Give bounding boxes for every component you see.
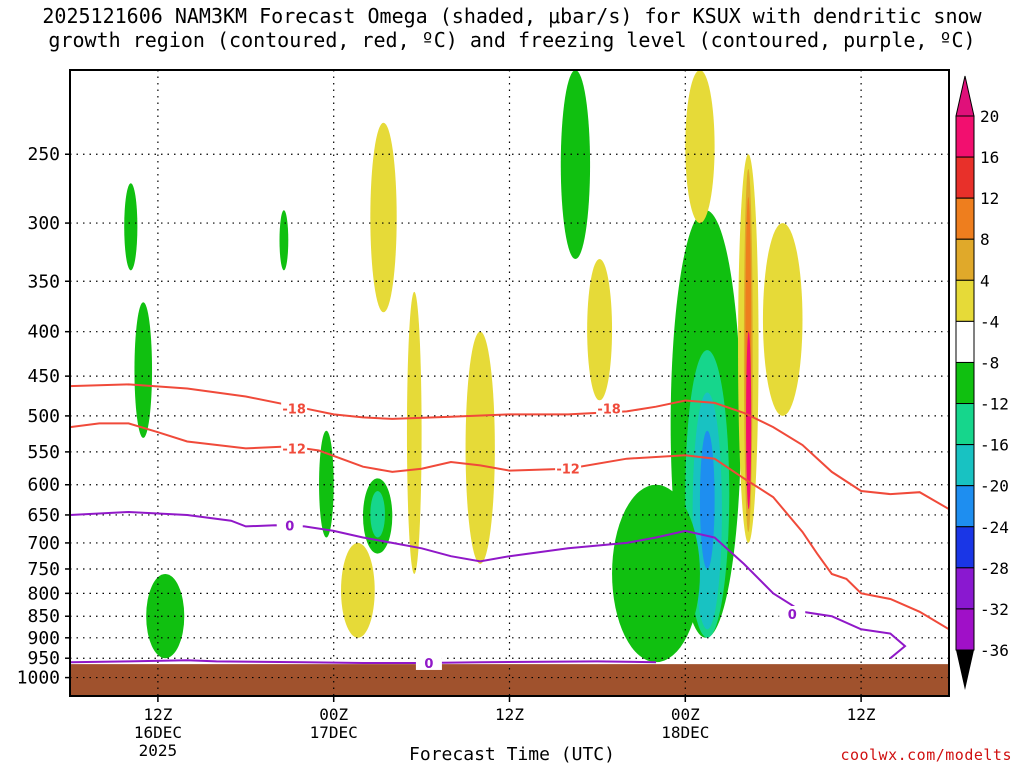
y-axis: 2503003504004505005506006507007508008509… [17,144,70,689]
contour-label-bg-6 [779,606,806,622]
contour-label-bg-5 [415,654,442,670]
contour-label-1: -18 [597,402,621,417]
colorbar-label-9: -20 [980,477,1009,496]
contour-label-bg-1 [596,400,623,416]
colorbar-swatch-10 [955,526,975,569]
y-tick-label-650: 650 [27,505,60,526]
colorbar-swatch-7 [955,403,975,446]
omega-shade-5 [370,490,385,538]
colorbar-swatch-11 [955,567,975,610]
omega-shade-18 [465,331,495,564]
colorbar-top-arrow [955,75,975,117]
y-tick-label-750: 750 [27,559,60,580]
contour-label-2: -12 [282,442,306,457]
contour-label-bg-2 [281,440,308,456]
colorbar-label-1: 16 [980,148,999,167]
y-tick-label-300: 300 [27,213,60,234]
colorbar-label-8: -16 [980,436,1009,455]
colorbar-swatch-5 [955,320,975,363]
colorbar-swatch-4 [955,279,975,322]
y-tick-label-400: 400 [27,322,60,343]
x-tick-label-42-1: 18DEC [661,723,709,742]
colorbar-label-4: 4 [980,271,990,290]
y-tick-label-700: 700 [27,533,60,554]
colorbar-swatch-6 [955,361,975,405]
colorbar-swatch-2 [955,197,975,240]
y-tick-label-500: 500 [27,406,60,427]
colorbar-label-5: -4 [980,312,999,331]
colorbar-swatch-1 [955,156,975,199]
colorbar-swatch-12 [955,608,975,651]
omega-shade-19 [341,542,375,638]
colorbar-bottom-arrow [956,650,974,690]
colorbar-swatch-0 [955,115,975,158]
y-tick-label-850: 850 [27,606,60,627]
omega-shade-10 [612,484,700,663]
colorbar-label-0: 20 [980,107,999,126]
x-tick-label-30-0: 12Z [495,705,524,724]
y-tick-label-450: 450 [27,366,60,387]
grid-lines [70,70,949,696]
omega-shade-16 [587,259,613,401]
colorbar-label-7: -12 [980,395,1009,414]
x-tick-label-6-2: 2025 [139,741,178,760]
x-tick-label-6-0: 12Z [143,705,172,724]
colorbar: 20 16 12 8 4 -4 -8 -12 -16 -20 -24 -28 -32 -36 [955,75,1009,690]
freezing-level-contour-2 [70,510,907,659]
x-tick-label-18-0: 00Z [319,705,348,724]
contour-label-6: 0 [788,608,797,623]
colorbar-label-3: 8 [980,230,990,249]
omega-shade-2 [279,210,289,271]
colorbar-swatch-3 [955,238,975,281]
omega-shade-20 [560,70,591,260]
y-tick-label-250: 250 [27,144,60,165]
chart-title: 2025121606 NAM3KM Forecast Omega (shaded… [0,4,1024,52]
omega-shade-15 [406,291,422,574]
colorbar-label-6: -8 [980,353,999,372]
omega-shade-21 [146,573,185,659]
contour-label-bg-0 [281,400,308,416]
freezing-level-contour-3 [70,659,657,664]
x-tick-label-42-0: 00Z [671,705,700,724]
chart-title-line1: 2025121606 NAM3KM Forecast Omega (shaded… [42,4,982,28]
colorbar-label-10: -24 [980,518,1009,537]
omega-shade-23 [762,223,803,416]
omega-shade-3 [319,430,334,538]
omega-shade-1 [124,183,138,271]
contour-label-bg-4 [276,517,303,533]
colorbar-label-2: 12 [980,189,999,208]
x-tick-label-54-0: 12Z [847,705,876,724]
contour-label-bg-3 [555,460,582,476]
contour-label-0: -18 [282,402,306,417]
y-tick-label-800: 800 [27,583,60,604]
dendritic-contour-1 [70,422,949,631]
contour-lines: -18 -18 -12 -12 0 0 0 [70,383,949,672]
y-tick-label-1000: 1000 [17,668,60,689]
contour-label-4: 0 [285,519,294,534]
omega-shade-17 [370,122,397,313]
contour-label-3: -12 [556,463,580,478]
y-tick-label-900: 900 [27,628,60,649]
colorbar-swatch-8 [955,444,975,487]
y-tick-label-600: 600 [27,475,60,496]
contour-label-5: 0 [424,657,433,672]
y-tick-label-550: 550 [27,442,60,463]
x-axis-title: Forecast Time (UTC) [409,744,615,765]
colorbar-label-11: -28 [980,559,1009,578]
colorbar-label-13: -36 [980,641,1009,660]
colorbar-swatch-9 [955,485,975,528]
colorbar-label-12: -32 [980,600,1009,619]
chart-title-line2: growth region (contoured, red, ºC) and f… [48,28,976,52]
omega-shade-22 [685,70,715,224]
x-tick-label-18-1: 17DEC [310,723,358,742]
y-tick-label-950: 950 [27,648,60,669]
credit-link[interactable]: coolwx.com/modelts [840,746,1012,764]
y-tick-label-350: 350 [27,271,60,292]
omega-shade-0 [134,302,153,438]
x-tick-label-6-1: 16DEC [134,723,182,742]
